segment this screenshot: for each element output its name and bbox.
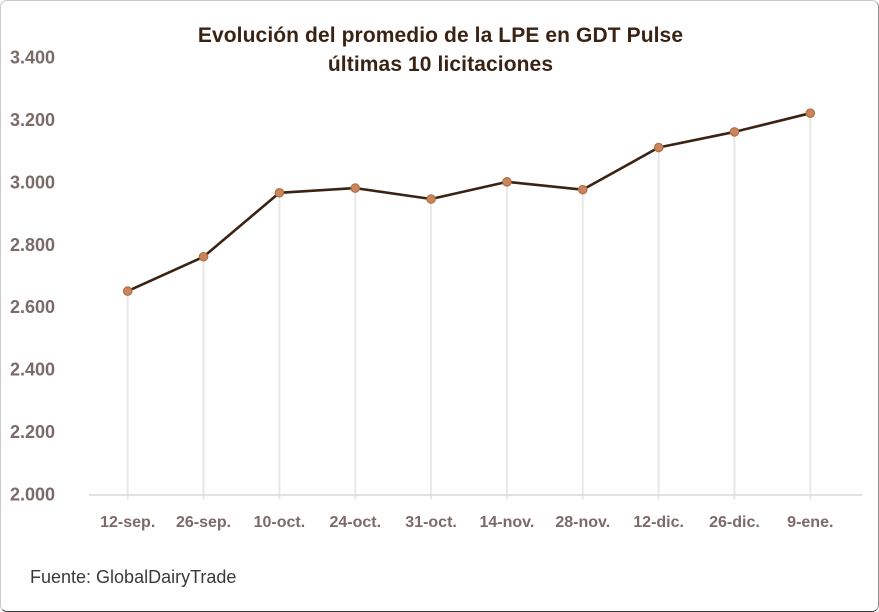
data-point-marker (426, 194, 436, 204)
y-axis-tick-label: 3.200 (10, 110, 55, 130)
x-axis-tick-label: 26-dic. (709, 514, 760, 531)
chart-title: Evolución del promedio de la LPE en GDT … (1, 21, 878, 79)
data-point-marker (350, 183, 361, 193)
x-axis-tick-label: 12-dic. (633, 514, 684, 531)
data-point-marker (122, 286, 133, 296)
x-axis-tick-label: 9-ene. (787, 514, 833, 531)
y-axis-tick-label: 2.600 (10, 297, 55, 317)
data-point-marker (805, 108, 816, 118)
y-axis-tick-label: 2.800 (10, 235, 55, 255)
data-point-marker (653, 142, 664, 153)
x-axis-tick-label: 12-sep. (100, 514, 155, 531)
data-point-marker (729, 127, 740, 137)
source-caption: Fuente: GlobalDairyTrade (30, 567, 237, 587)
y-axis-tick-label: 2.200 (10, 422, 55, 442)
data-point-marker (502, 177, 512, 187)
y-axis-tick-label: 3.400 (10, 48, 55, 68)
x-axis-tick-label: 31-oct. (405, 514, 457, 531)
y-axis-tick-label: 2.000 (10, 485, 55, 505)
x-axis-tick-label: 10-oct. (254, 514, 306, 531)
data-line (126, 111, 812, 293)
y-axis-tick-label: 2.400 (10, 360, 55, 380)
chart-title-line1: Evolución del promedio de la LPE en GDT … (197, 24, 684, 47)
chart-title-line2: últimas 10 licitaciones (327, 53, 554, 76)
data-point-marker (577, 184, 588, 195)
x-axis-tick-label: 26-sep. (176, 514, 231, 531)
y-axis-tick-label: 3.000 (10, 172, 55, 192)
x-axis-tick-label: 14-nov. (480, 514, 535, 531)
x-axis-tick-label: 28-nov. (555, 514, 610, 531)
x-axis-tick-label: 24-oct. (329, 514, 381, 531)
data-point-marker (198, 251, 209, 262)
data-point-marker (274, 187, 285, 198)
